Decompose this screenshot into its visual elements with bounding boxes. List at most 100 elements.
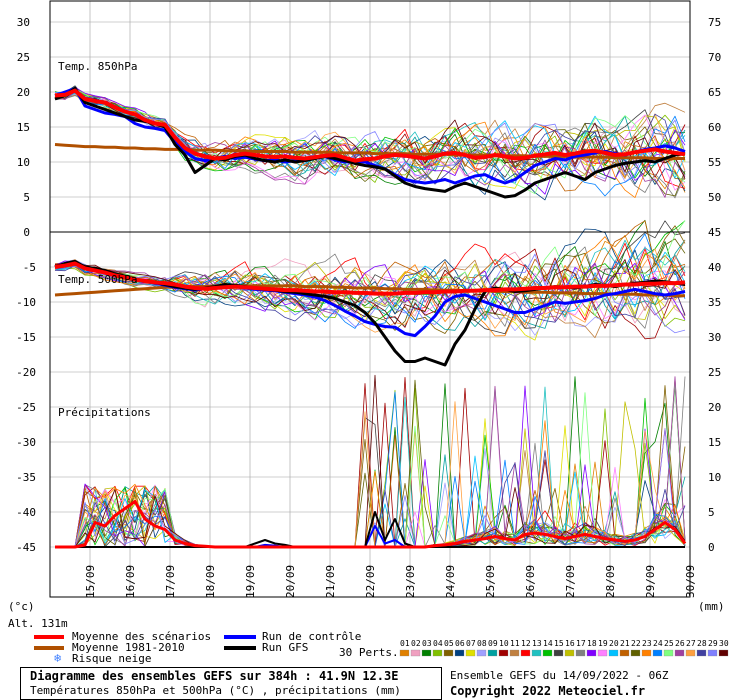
tick-right-precip: 45 [708,226,721,239]
member-color-swatch [685,649,696,657]
member-color-swatch [553,649,564,657]
member-number-label: 07 [466,639,476,648]
member-color-swatch [707,649,718,657]
tick-left-t850: 10 [17,156,30,169]
member-color-swatch [586,649,597,657]
member-number-label: 21 [620,639,630,648]
tick-left-t500: -30 [16,436,36,449]
member-number-label: 04 [433,639,443,648]
member-t500-line [54,264,686,327]
legend-clim-swatch [34,646,64,650]
member-number-label: 05 [444,639,454,648]
member-color-swatch [674,649,685,657]
member-number-label: 12 [521,639,531,648]
date-tick-label: 28/09 [604,565,617,598]
date-tick-label: 27/09 [564,565,577,598]
member-t850-line [54,91,686,192]
tick-right-t850: 55 [708,156,721,169]
member-number-label: 26 [675,639,685,648]
member-number-label: 28 [697,639,707,648]
member-number-label: 23 [642,639,652,648]
tick-right-t850: 65 [708,86,721,99]
tick-right-precip: 25 [708,366,721,379]
tick-left-t500: -35 [16,471,36,484]
date-tick-label: 24/09 [444,565,457,598]
tick-right-precip: 0 [708,541,715,554]
date-tick-label: 23/09 [404,565,417,598]
snowflake-icon: ❄ [54,651,62,665]
tick-right-precip: 30 [708,331,721,344]
altitude-label: Alt. 131m [8,617,68,630]
tick-left-t500: -25 [16,401,36,414]
plot-frame [49,0,691,598]
member-color-swatch [443,649,454,657]
date-tick-label: 25/09 [484,565,497,598]
tick-left-t500: -5 [23,261,36,274]
unit-left: (°c) [8,600,35,613]
footer-subtitle: Températures 850hPa et 500hPa (°C) , pré… [30,684,401,697]
member-color-swatch [531,649,542,657]
member-color-swatch [399,649,410,657]
highlighted-series [54,87,687,549]
panel-title-t500: Temp. 500hPa [58,273,137,286]
member-color-swatch [454,649,465,657]
member-number-label: 18 [587,639,597,648]
member-number-label: 02 [411,639,421,648]
tick-left-t500: -15 [16,331,36,344]
member-number-label: 30 [719,639,729,648]
footer-copyright: Copyright 2022 Meteociel.fr [450,684,646,698]
tick-right-precip: 5 [708,506,715,519]
member-number-label: 03 [422,639,432,648]
member-color-swatch [718,649,729,657]
member-color-swatch [597,649,608,657]
member-color-swatch [476,649,487,657]
legend-snow-label: Risque neige [72,652,152,665]
member-number-label: 06 [455,639,465,648]
tick-left-t500: -20 [16,366,36,379]
tick-right-precip: 20 [708,401,721,414]
member-color-swatch [630,649,641,657]
date-tick-label: 17/09 [164,565,177,598]
member-color-swatch [520,649,531,657]
legend-clim-label: Moyenne 1981-2010 [72,641,185,654]
tick-left-t500: -40 [16,506,36,519]
tick-right-precip: 15 [708,436,721,449]
gfs-precip-line [55,511,685,548]
mean-t500-line [54,261,686,296]
tick-left-t850: 25 [17,51,30,64]
legend-gfs-swatch [224,646,256,650]
member-color-swatch [663,649,674,657]
member-number-label: 25 [664,639,674,648]
tick-right-precip: 10 [708,471,721,484]
member-number-label: 08 [477,639,487,648]
tick-right-t850: 75 [708,16,721,29]
clim-t500-line [54,284,685,298]
mean-t850-line [54,88,686,163]
member-color-swatch [619,649,630,657]
member-t850-line [54,86,686,179]
mean-precip-line [55,500,687,549]
tick-right-t850: 50 [708,191,721,204]
legend-perts-label: 30 Perts. [339,646,399,659]
tick-left-t500: -45 [16,541,36,554]
member-color-swatch [564,649,575,657]
member-number-label: 15 [554,639,564,648]
member-number-label: 01 [400,639,410,648]
member-number-label: 16 [565,639,575,648]
date-tick-label: 26/09 [524,565,537,598]
member-number-label: 13 [532,639,542,648]
member-color-swatch [487,649,498,657]
member-color-swatch [410,649,421,657]
footer-run-info: Ensemble GEFS du 14/09/2022 - 06Z [450,669,669,682]
member-color-swatch [421,649,432,657]
tick-left-t850: 0 [23,226,30,239]
member-number-label: 20 [609,639,619,648]
legend-gfs-label: Run GFS [262,641,309,654]
legend-control-swatch [224,635,256,639]
date-tick-label: 19/09 [244,565,257,598]
date-tick-label: 15/09 [84,565,97,598]
member-color-swatch [641,649,652,657]
member-color-swatch [542,649,553,657]
panel-title-t850: Temp. 850hPa [58,60,137,73]
